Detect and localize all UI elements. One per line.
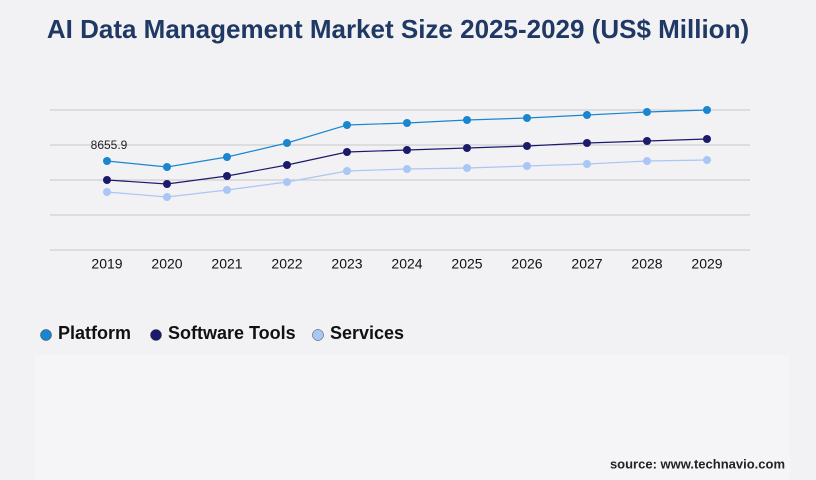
x-tick-label: 2029 xyxy=(691,256,722,272)
point xyxy=(583,110,591,119)
legend-marker xyxy=(312,329,324,341)
x-tick-label: 2021 xyxy=(211,256,242,272)
point xyxy=(523,161,531,170)
x-tick-label: 2023 xyxy=(331,256,362,272)
x-tick-label: 2027 xyxy=(571,256,602,272)
point xyxy=(103,187,111,196)
point xyxy=(283,177,291,186)
x-tick-label: 2025 xyxy=(451,256,482,272)
x-tick-label: 2024 xyxy=(391,256,422,272)
legend-marker xyxy=(150,329,162,341)
legend-label: Software Tools xyxy=(168,323,296,343)
point xyxy=(223,152,231,161)
point xyxy=(163,192,171,201)
point xyxy=(283,138,291,147)
point xyxy=(343,166,351,175)
x-tick-label: 2028 xyxy=(631,256,662,272)
x-tick-label: 2019 xyxy=(91,256,122,272)
point xyxy=(463,115,471,124)
legend-label: Platform xyxy=(58,323,131,343)
point xyxy=(523,141,531,150)
point xyxy=(643,156,651,165)
panel xyxy=(35,355,790,480)
point xyxy=(643,137,651,146)
source: source: www.technavio.com xyxy=(610,456,785,471)
x-tick-label: 2020 xyxy=(151,256,182,272)
point xyxy=(703,156,711,165)
point xyxy=(403,164,411,173)
point xyxy=(163,179,171,188)
point xyxy=(523,113,531,122)
legend-marker xyxy=(40,329,52,341)
point xyxy=(463,144,471,153)
point xyxy=(583,160,591,169)
point xyxy=(643,107,651,116)
x-tick-label: 2026 xyxy=(511,256,542,272)
point xyxy=(463,164,471,173)
point xyxy=(343,120,351,129)
point xyxy=(103,176,111,184)
point xyxy=(223,185,231,194)
point xyxy=(223,172,231,181)
data-label: 8655.9 xyxy=(91,138,128,152)
point xyxy=(403,118,411,127)
point xyxy=(163,162,171,171)
point xyxy=(283,160,291,169)
point xyxy=(703,106,711,114)
legend-label: Services xyxy=(330,323,404,343)
point xyxy=(703,134,711,143)
x-tick-label: 2022 xyxy=(271,256,302,272)
point xyxy=(343,148,351,157)
chart-title: AI Data Management Market Size 2025-2029… xyxy=(47,14,749,44)
point xyxy=(103,156,111,165)
point xyxy=(583,138,591,147)
point xyxy=(403,145,411,154)
